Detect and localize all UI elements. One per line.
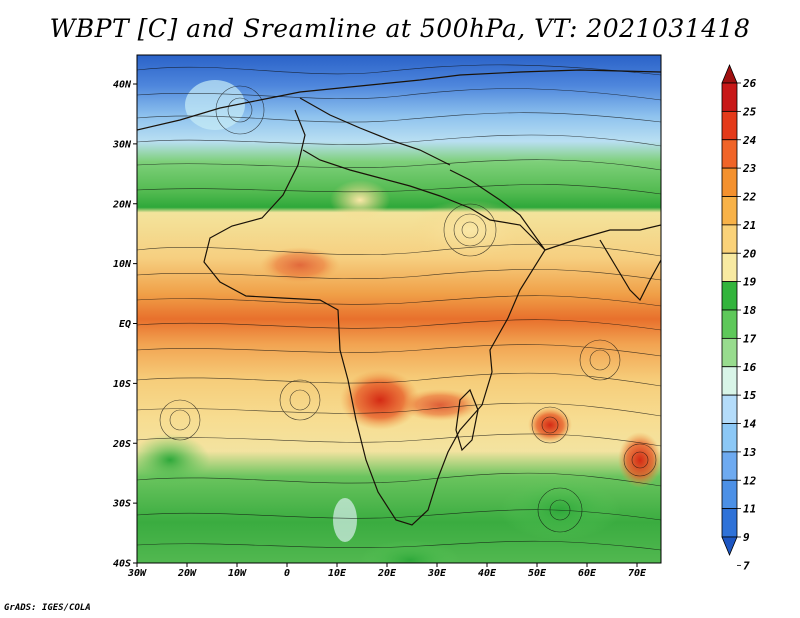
colorbar-swatch [721, 366, 738, 396]
lon-label: 10E [328, 568, 347, 579]
lat-label: 30S [112, 499, 131, 510]
lat-label: 10N [113, 259, 132, 270]
lon-label: 70E [628, 568, 647, 579]
colorbar-label: 13 [743, 446, 757, 459]
colorbar-label: 17 [743, 332, 757, 345]
lat-label: 20S [112, 439, 131, 450]
colorbar-label: 25 [742, 105, 757, 118]
colorbar-swatch [721, 309, 738, 339]
colorbar-swatch [721, 337, 738, 368]
temperature-field [137, 55, 661, 563]
colorbar-swatch [721, 167, 738, 197]
colorbar-swatch [721, 451, 738, 481]
colorbar-label: 24 [742, 134, 757, 147]
colorbar-top-arrow [721, 63, 738, 84]
colorbar-label: 18 [743, 304, 757, 317]
lon-label: 30E [427, 568, 447, 579]
lon-label: 30W [127, 568, 147, 579]
colorbar-swatch [721, 394, 738, 424]
colorbar-label: 11 [743, 503, 756, 516]
longitude-axis: 30W 20W 10W 0 10E 20E 30E 40E 50E 60E 70E [127, 563, 647, 579]
lon-label: 40E [478, 568, 497, 579]
lat-label: 40S [113, 559, 131, 570]
chart-title: WBPT [C] and Sreamline at 500hPa, VT: 20… [49, 14, 751, 43]
latitude-axis: 40N 30N 20N 10N EQ 10S 20S 30S 40S [112, 80, 137, 570]
colorbar-label: 22 [742, 191, 757, 204]
lon-label: 20W [177, 568, 197, 579]
lon-label: 50E [528, 568, 547, 579]
colorbar-label: 15 [743, 389, 757, 402]
colorbar-swatch [721, 423, 738, 453]
colorbar-swatch [721, 281, 738, 311]
lat-label: 20N [112, 199, 132, 210]
colorbar-swatch [721, 139, 738, 169]
map-frame [136, 54, 662, 564]
lon-label: 20E [377, 568, 397, 579]
colorbar-label: 16 [743, 361, 757, 374]
colorbar-swatch [721, 196, 738, 226]
colorbar-label: 21 [742, 219, 756, 232]
colorbar-label: 20 [742, 247, 757, 260]
lat-label: 40N [113, 80, 132, 91]
colorbar-label: 7 [743, 559, 750, 572]
lat-label: 30N [112, 139, 132, 150]
colorbar-label: 23 [742, 162, 757, 175]
colorbar-label: 9 [743, 531, 750, 544]
colorbar-bottom-arrow [721, 536, 738, 557]
streamlines [137, 64, 661, 551]
lat-label: 10S [113, 379, 131, 390]
lat-label: EQ [119, 319, 131, 330]
lon-label: 10W [228, 568, 247, 579]
colorbar-swatch [721, 508, 738, 538]
lon-label: 0 [284, 568, 290, 579]
credit-text: GrADS: IGES/COLA [4, 603, 91, 613]
colorbar-swatch [721, 82, 738, 112]
colorbar-swatch [721, 224, 738, 254]
coastlines [137, 69, 661, 526]
colorbar-label: 26 [742, 77, 757, 90]
colorbar-label: 12 [743, 474, 757, 487]
colorbar-swatch [721, 252, 738, 283]
lon-label: 60E [578, 568, 597, 579]
color-scale: 26 25 24 23 22 21 20 19 18 17 16 15 14 13 12 11 9 7 [721, 63, 757, 572]
colorbar-swatch [721, 479, 738, 510]
colorbar-label: 14 [743, 418, 757, 431]
colorbar-label: 19 [743, 276, 757, 289]
colorbar-swatch [721, 110, 738, 141]
